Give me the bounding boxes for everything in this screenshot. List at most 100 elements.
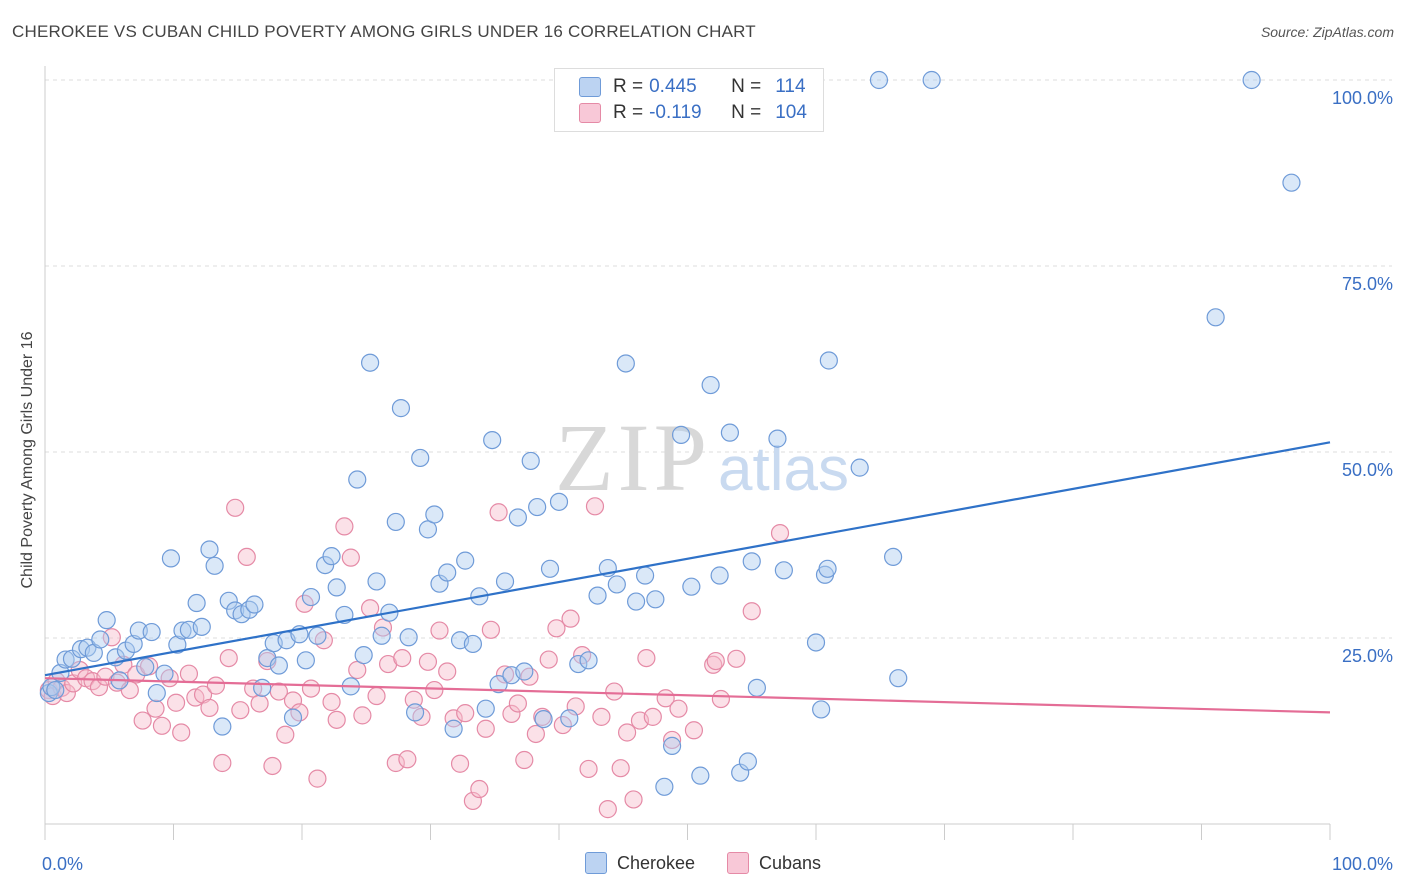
source-label: Source: ZipAtlas.com <box>1260 24 1394 40</box>
cherokee-point <box>528 497 547 517</box>
cherokee-point <box>168 635 187 654</box>
n-label: N = <box>731 76 762 97</box>
cherokee-trend-line <box>44 441 1331 677</box>
cubans-point <box>637 648 656 668</box>
cherokee-point <box>489 675 508 694</box>
cubans-points <box>39 497 790 819</box>
cubans-point <box>327 710 346 729</box>
cherokee-point <box>521 451 540 471</box>
cubans-point <box>219 648 238 668</box>
cubans-point <box>470 779 489 799</box>
cherokee-swatch-icon <box>579 77 601 97</box>
legend-item-cherokee[interactable]: Cherokee <box>584 852 695 874</box>
cubans-point <box>301 679 321 698</box>
cherokee-point <box>192 617 211 636</box>
cubans-point <box>172 723 191 742</box>
cherokee-point <box>616 354 635 373</box>
cubans-point <box>450 754 470 773</box>
legend-item-cubans[interactable]: Cubans <box>727 852 821 874</box>
cubans-point <box>308 769 327 788</box>
cubans-point <box>393 648 412 668</box>
watermark-atlas: atlas <box>718 435 849 504</box>
cubans-point <box>166 693 186 712</box>
cubans-point <box>489 503 508 522</box>
cherokee-point <box>869 70 889 90</box>
cherokee-point <box>147 683 166 703</box>
legend-row-cherokee: R = 0.445 N = 114 <box>579 74 806 100</box>
cherokee-point <box>483 430 502 450</box>
cherokee-swatch-icon <box>584 852 607 874</box>
cherokee-point <box>97 611 116 630</box>
cherokee-point <box>534 709 553 729</box>
cherokee-point <box>245 595 264 614</box>
cherokee-point <box>850 458 869 477</box>
cubans-point <box>179 664 199 683</box>
cherokee-point <box>253 678 272 697</box>
r-label: R = <box>613 76 644 97</box>
cherokee-point <box>1242 70 1261 90</box>
correlation-legend: R = 0.445 N = 114 R = -0.119 N = 104 <box>554 68 824 132</box>
legend-label-cubans: Cubans <box>759 852 822 873</box>
cubans-point <box>418 652 438 671</box>
cubans-point <box>553 715 572 735</box>
cherokee-point <box>142 622 161 642</box>
cubans-point <box>425 680 444 700</box>
cubans-point <box>495 665 515 684</box>
legend-label-cherokee: Cherokee <box>616 852 695 873</box>
cubans-point <box>508 694 527 713</box>
cubans-point <box>770 523 790 543</box>
cubans-point <box>341 548 360 567</box>
cubans-point <box>146 699 165 718</box>
cubans-point <box>430 621 449 640</box>
cubans-point <box>200 698 219 718</box>
cherokee-point <box>411 448 430 468</box>
cherokee-point <box>742 552 761 571</box>
cherokee-point <box>316 555 335 575</box>
cherokee-point <box>56 650 75 669</box>
cherokee-point <box>476 699 495 718</box>
cherokee-point <box>635 566 655 585</box>
cherokee-point <box>495 572 515 591</box>
cherokee-point <box>710 566 729 585</box>
cubans-point <box>133 711 152 730</box>
cubans-point <box>276 725 295 744</box>
cubans-point <box>322 692 341 712</box>
cherokee-point <box>361 353 380 372</box>
cherokee-points <box>39 70 1301 796</box>
cherokee-point <box>463 634 483 654</box>
cherokee-point <box>155 664 174 683</box>
cherokee-point <box>701 375 720 395</box>
cubans-point <box>231 701 250 720</box>
trend-lines <box>44 441 1331 714</box>
cherokee-point <box>283 708 303 727</box>
series-legend: Cherokee Cubans <box>0 852 1406 874</box>
cubans-point <box>250 694 269 713</box>
r-value: -0.119 <box>649 102 702 123</box>
cubans-point <box>102 628 121 647</box>
chart-title: CHEROKEE VS CUBAN CHILD POVERTY AMONG GI… <box>12 22 756 41</box>
cubans-point <box>206 676 226 695</box>
cubans-point <box>592 707 611 726</box>
cherokee-point <box>240 600 259 619</box>
cubans-point <box>605 682 624 701</box>
cubans-point <box>526 724 545 744</box>
cherokee-point <box>46 680 65 700</box>
cherokee-point <box>655 777 674 796</box>
cherokee-point <box>768 429 787 448</box>
cherokee-point <box>560 709 579 728</box>
cubans-swatch-icon <box>727 852 749 874</box>
cherokee-point <box>372 626 391 645</box>
y-tick-label: 50.0% <box>1342 460 1393 480</box>
n-value: 114 <box>775 76 806 97</box>
cherokee-point <box>671 425 691 444</box>
grid-lines <box>45 79 1392 639</box>
cherokee-point <box>405 703 425 722</box>
x-tick-label: 0.0% <box>42 854 83 874</box>
y-tick-label: 25.0% <box>1342 646 1393 666</box>
cubans-point <box>335 517 354 536</box>
cherokee-point <box>136 657 155 677</box>
tick-labels: 25.0% 50.0% 75.0% 100.0% 0.0% 100.0% <box>42 88 1393 874</box>
cubans-point <box>263 756 282 776</box>
cherokee-point <box>187 593 206 613</box>
r-value: 0.445 <box>649 76 697 97</box>
